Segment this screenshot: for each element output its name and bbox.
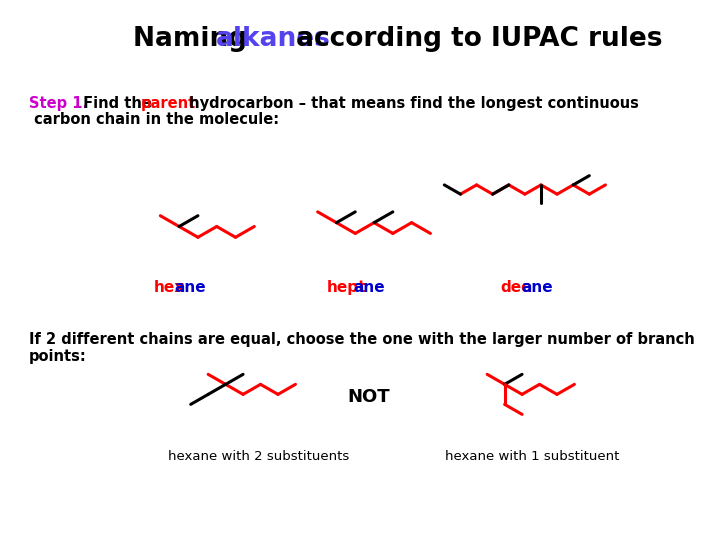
Text: Naming: Naming bbox=[133, 26, 256, 52]
Text: Step 1.: Step 1. bbox=[29, 96, 88, 111]
Text: ane: ane bbox=[354, 280, 385, 295]
Text: Find the: Find the bbox=[78, 96, 157, 111]
Text: ane: ane bbox=[522, 280, 553, 295]
Text: points:: points: bbox=[29, 349, 86, 364]
Text: hexane with 1 substituent: hexane with 1 substituent bbox=[445, 450, 619, 463]
Text: alkanes: alkanes bbox=[216, 26, 331, 52]
Text: hex: hex bbox=[153, 280, 184, 295]
Text: NOT: NOT bbox=[348, 388, 390, 406]
Text: hexane with 2 substituents: hexane with 2 substituents bbox=[168, 450, 348, 463]
Text: according to IUPAC rules: according to IUPAC rules bbox=[287, 26, 662, 52]
Text: parent: parent bbox=[140, 96, 196, 111]
Text: If 2 different chains are equal, choose the one with the larger number of branch: If 2 different chains are equal, choose … bbox=[29, 332, 695, 347]
Text: hydrocarbon – that means find the longest continuous: hydrocarbon – that means find the longes… bbox=[184, 96, 639, 111]
Text: hept: hept bbox=[327, 280, 366, 295]
Text: ane: ane bbox=[174, 280, 206, 295]
Text: carbon chain in the molecule:: carbon chain in the molecule: bbox=[29, 112, 279, 127]
Text: dec: dec bbox=[500, 280, 531, 295]
